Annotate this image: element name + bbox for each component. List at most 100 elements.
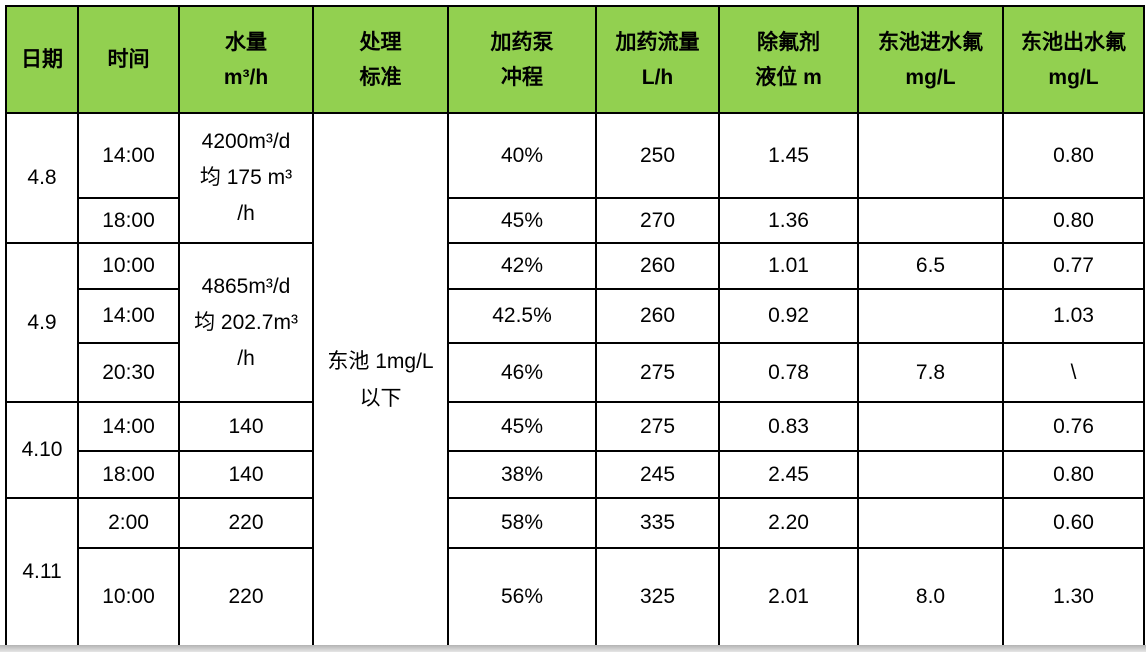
col-header-pump-stroke-line2: 冲程 [501,65,543,89]
col-header-east-inlet-line1: 东池进水氟 [878,30,983,54]
outlet-fluoride-cell: 0.77 [1002,242,1145,290]
col-header-defluoride-level-line1: 除氟剂 [757,30,820,54]
water-line: /h [237,202,255,225]
table-row: 20:30 46% 275 0.78 7.8 \ [6,342,1145,403]
water-line: 4200m³/d [201,130,291,153]
water-treatment-log-table: 日期 时间 水量 m³/h 处理 标准 加药泵 冲程 加药流 [5,5,1145,647]
col-header-water-line2: m³/h [223,65,269,89]
header-row: 日期 时间 水量 m³/h 处理 标准 加药泵 冲程 加药流 [5,5,1145,114]
date-cell: 4.10 [5,401,79,499]
time-cell: 14:00 [77,288,180,344]
table-row: 10:00 220 56% 325 2.01 8.0 1.30 [6,547,1145,647]
level-cell: 1.36 [718,197,859,244]
outlet-fluoride-cell: 0.60 [1002,497,1145,549]
col-header-standard: 处理 标准 [312,5,449,114]
stroke-cell: 38% [447,450,597,499]
inlet-fluoride-cell [857,497,1004,549]
water-merged-cell: 4865m³/d 均 202.7m³ /h [178,242,314,403]
stroke-cell: 40% [447,112,597,199]
flow-cell: 245 [595,450,720,499]
flow-cell: 275 [595,401,720,452]
flow-cell: 335 [595,497,720,549]
time-cell: 20:30 [77,342,180,403]
col-header-dosing-flow: 加药流量 L/h [595,5,720,114]
col-header-east-inlet-line2: mg/L [905,65,956,89]
inlet-fluoride-cell [857,197,1004,244]
inlet-fluoride-cell: 8.0 [857,547,1004,647]
flow-cell: 250 [595,112,720,199]
time-cell: 10:00 [77,547,180,647]
treatment-standard-line1: 东池 1mg/L [327,349,434,373]
time-cell: 18:00 [77,450,180,499]
inlet-fluoride-cell [857,288,1004,344]
water-line: 4865m³/d [201,274,291,298]
treatment-standard-cell: 东池 1mg/L 以下 [312,112,449,647]
table-row: 4.9 10:00 4865m³/d 均 202.7m³ /h 42% 260 … [5,242,1145,403]
col-header-date-label: 日期 [21,48,63,71]
outlet-fluoride-cell: 0.76 [1002,401,1145,452]
water-line: /h [237,346,255,370]
table-row: 4.8 14:00 4200m³/d 均 175 m³ /h 东池 1mg/L … [5,112,1145,647]
level-cell: 2.01 [718,547,859,647]
water-cell: 220 [178,497,314,549]
col-header-east-inlet-fluoride: 东池进水氟 mg/L [857,5,1004,114]
level-cell: 2.45 [718,450,859,499]
col-header-date: 日期 [5,5,79,114]
col-header-time: 时间 [77,5,180,114]
col-header-east-outlet-line1: 东池出水氟 [1021,30,1126,54]
level-cell: 2.20 [718,497,859,549]
col-header-pump-stroke-line1: 加药泵 [490,30,554,54]
treatment-standard-line2: 以下 [359,386,402,410]
level-cell: 0.83 [718,401,859,452]
water-cell: 140 [178,401,314,452]
level-cell: 1.45 [718,112,859,199]
col-header-east-outlet-fluoride: 东池出水氟 mg/L [1002,5,1145,114]
water-merged-cell: 4200m³/d 均 175 m³ /h [178,112,314,244]
outlet-fluoride-cell: 1.03 [1002,288,1145,344]
water-cell: 220 [178,547,314,647]
stroke-cell: 45% [447,401,597,452]
outlet-fluoride-cell: \ [1002,342,1145,403]
flow-cell: 275 [595,342,720,403]
inlet-fluoride-cell [857,112,1004,199]
inlet-fluoride-cell: 6.5 [857,242,1004,290]
level-cell: 0.78 [718,342,859,403]
table-row: 18:00 140 38% 245 2.45 0.80 [6,450,1145,499]
inlet-fluoride-cell [857,450,1004,499]
water-cell: 140 [178,450,314,499]
outlet-fluoride-cell: 0.80 [1002,197,1145,244]
stroke-cell: 56% [447,547,597,647]
col-header-dosing-flow-line2: L/h [641,65,674,89]
outlet-fluoride-cell: 0.80 [1002,112,1145,199]
col-header-defluoride-level-line2: 液位 m [755,65,822,89]
table-row: 4.11 2:00 220 58% 335 2.20 0.60 [5,497,1145,647]
table-row: 14:00 42.5% 260 0.92 1.03 [6,288,1145,344]
table-row: 4.10 14:00 140 45% 275 0.83 0.76 [5,401,1145,499]
outlet-fluoride-cell: 0.80 [1002,450,1145,499]
level-cell: 1.01 [718,242,859,290]
flow-cell: 325 [595,547,720,647]
stroke-cell: 58% [447,497,597,549]
stroke-cell: 42.5% [447,288,597,344]
col-header-east-outlet-line2: mg/L [1048,65,1099,89]
time-cell: 14:00 [77,401,180,452]
time-cell: 14:00 [77,112,180,199]
col-header-defluoride-level: 除氟剂 液位 m [718,5,859,114]
window-bottom-edge [0,645,1146,652]
date-cell: 4.8 [5,112,79,244]
stroke-cell: 46% [447,342,597,403]
inlet-fluoride-cell: 7.8 [857,342,1004,403]
flow-cell: 260 [595,242,720,290]
flow-cell: 260 [595,288,720,344]
col-header-water: 水量 m³/h [178,5,314,114]
col-header-pump-stroke: 加药泵 冲程 [447,5,597,114]
stroke-cell: 42% [447,242,597,290]
stroke-cell: 45% [447,197,597,244]
date-cell: 4.11 [5,497,79,647]
water-line: 均 202.7m³ [194,310,298,334]
time-cell: 18:00 [77,197,180,244]
col-header-standard-line2: 标准 [359,65,402,89]
col-header-standard-line1: 处理 [359,30,402,54]
water-line: 均 175 m³ [199,166,293,189]
